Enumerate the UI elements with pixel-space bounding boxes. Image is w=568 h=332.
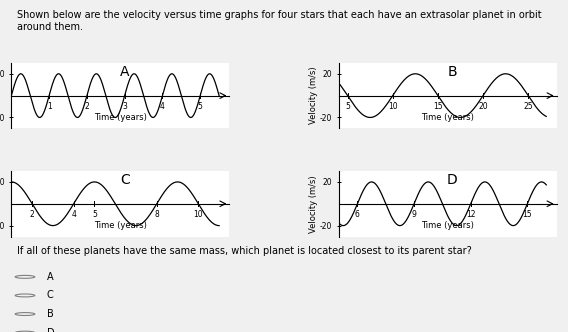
Text: B: B xyxy=(447,65,457,79)
Text: B: B xyxy=(47,309,53,319)
X-axis label: Time (years): Time (years) xyxy=(421,113,474,122)
X-axis label: Time (years): Time (years) xyxy=(94,113,147,122)
Text: D: D xyxy=(47,328,55,332)
Y-axis label: Velocity (m/s): Velocity (m/s) xyxy=(309,67,318,124)
Text: If all of these planets have the same mass, which planet is located closest to i: If all of these planets have the same ma… xyxy=(17,246,471,256)
Text: A: A xyxy=(120,65,130,79)
Text: D: D xyxy=(446,173,457,187)
Text: C: C xyxy=(47,290,53,300)
Y-axis label: Velocity (m/s): Velocity (m/s) xyxy=(309,175,318,233)
Text: C: C xyxy=(120,173,130,187)
Text: Shown below are the velocity versus time graphs for four stars that each have an: Shown below are the velocity versus time… xyxy=(17,10,541,32)
Text: A: A xyxy=(47,272,53,282)
X-axis label: Time (years): Time (years) xyxy=(421,221,474,230)
X-axis label: Time (years): Time (years) xyxy=(94,221,147,230)
